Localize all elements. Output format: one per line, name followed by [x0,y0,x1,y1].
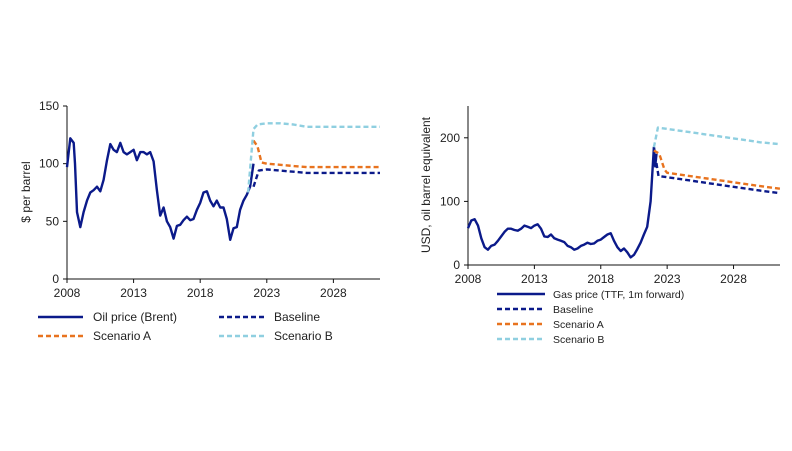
legend-label: Oil price (Brent) [93,310,177,324]
x-tick-label: 2013 [120,286,147,300]
x-tick-label: 2018 [587,272,614,286]
x-tick-label: 2023 [253,286,280,300]
y-tick-label: 100 [440,194,460,208]
legend-label: Scenario A [93,329,151,343]
legend-label: Baseline [274,310,320,324]
chart-2: 0 100 200 2008 2013 2018 2023 2028 USD, oil barr… [419,106,781,346]
x-tick-label: 2023 [654,272,681,286]
y-tick-label: 0 [453,258,460,272]
y-tick-label: 0 [52,272,59,286]
legend-label: Scenario A [553,319,604,331]
legend-label: Baseline [553,304,593,316]
series-line-baseline [652,147,781,195]
x-tick-label: 2028 [320,286,347,300]
y-axis-label: USD, oil barrel equivalent [419,116,433,253]
chart-1: 0 50 100 150 2008 2013 2018 2023 2028 $ per barre… [19,99,380,343]
series-line-gas-price-ttf-1m-forward [466,146,658,259]
y-axis-label: $ per barrel [19,161,33,222]
y-tick-label: 150 [39,99,59,113]
x-tick-label: 2013 [521,272,548,286]
legend-label: Scenario B [274,329,333,343]
x-tick-label: 2008 [54,286,81,300]
y-tick-label: 200 [440,131,460,145]
x-tick-label: 2018 [187,286,214,300]
y-tick-label: 100 [39,157,59,171]
legend-label: Scenario B [553,334,604,346]
x-tick-label: 2008 [455,272,482,286]
y-tick-label: 50 [46,214,60,228]
series-line-scenario-b [652,126,781,148]
series-line-scenario-a [653,149,781,190]
series-line-scenario-b [246,122,380,193]
series-line-scenario-a [252,139,380,169]
series-line-baseline [252,168,380,188]
x-tick-label: 2028 [720,272,747,286]
series-line-oil-price-brent [65,137,255,242]
legend-label: Gas price (TTF, 1m forward) [553,289,684,301]
